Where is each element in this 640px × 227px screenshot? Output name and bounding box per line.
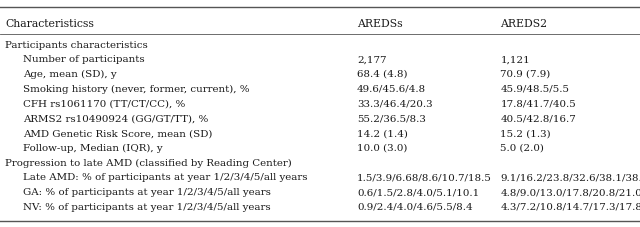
Text: 0.9/2.4/4.0/4.6/5.5/8.4: 0.9/2.4/4.0/4.6/5.5/8.4 (357, 202, 473, 211)
Text: 0.6/1.5/2.8/4.0/5.1/10.1: 0.6/1.5/2.8/4.0/5.1/10.1 (357, 187, 479, 196)
Text: 10.0 (3.0): 10.0 (3.0) (357, 143, 408, 152)
Text: CFH rs1061170 (TT/CT/CC), %: CFH rs1061170 (TT/CT/CC), % (23, 99, 186, 108)
Text: 1,121: 1,121 (500, 55, 530, 64)
Text: 4.8/9.0/13.0/17.8/20.8/21.0: 4.8/9.0/13.0/17.8/20.8/21.0 (500, 187, 640, 196)
Text: 15.2 (1.3): 15.2 (1.3) (500, 128, 551, 138)
Text: 1.5/3.9/6.68/8.6/10.7/18.5: 1.5/3.9/6.68/8.6/10.7/18.5 (357, 173, 492, 182)
Text: Progression to late AMD (classified by Reading Center): Progression to late AMD (classified by R… (5, 158, 292, 167)
Text: 33.3/46.4/20.3: 33.3/46.4/20.3 (357, 99, 433, 108)
Text: 40.5/42.8/16.7: 40.5/42.8/16.7 (500, 114, 576, 123)
Text: Number of participants: Number of participants (23, 55, 145, 64)
Text: 14.2 (1.4): 14.2 (1.4) (357, 128, 408, 138)
Text: 55.2/36.5/8.3: 55.2/36.5/8.3 (357, 114, 426, 123)
Text: Age, mean (SD), y: Age, mean (SD), y (23, 70, 116, 79)
Text: Participants characteristics: Participants characteristics (5, 40, 148, 49)
Text: Late AMD: % of participants at year 1/2/3/4/5/all years: Late AMD: % of participants at year 1/2/… (23, 173, 308, 182)
Text: Smoking history (never, former, current), %: Smoking history (never, former, current)… (23, 84, 250, 94)
Text: Follow-up, Median (IQR), y: Follow-up, Median (IQR), y (23, 143, 163, 152)
Text: 49.6/45.6/4.8: 49.6/45.6/4.8 (357, 84, 426, 93)
Text: NV: % of participants at year 1/2/3/4/5/all years: NV: % of participants at year 1/2/3/4/5/… (23, 202, 271, 211)
Text: 45.9/48.5/5.5: 45.9/48.5/5.5 (500, 84, 570, 93)
Text: 70.9 (7.9): 70.9 (7.9) (500, 70, 551, 79)
Text: 4.3/7.2/10.8/14.7/17.3/17.8: 4.3/7.2/10.8/14.7/17.3/17.8 (500, 202, 640, 211)
Text: GA: % of participants at year 1/2/3/4/5/all years: GA: % of participants at year 1/2/3/4/5/… (23, 187, 271, 196)
Text: ARMS2 rs10490924 (GG/GT/TT), %: ARMS2 rs10490924 (GG/GT/TT), % (23, 114, 209, 123)
Text: AREDSs: AREDSs (357, 19, 403, 29)
Text: 2,177: 2,177 (357, 55, 387, 64)
Text: AREDS2: AREDS2 (500, 19, 548, 29)
Text: 68.4 (4.8): 68.4 (4.8) (357, 70, 408, 79)
Text: 9.1/16.2/23.8/32.6/38.1/38.8: 9.1/16.2/23.8/32.6/38.1/38.8 (500, 173, 640, 182)
Text: Characteristicss: Characteristicss (5, 19, 94, 29)
Text: AMD Genetic Risk Score, mean (SD): AMD Genetic Risk Score, mean (SD) (23, 128, 212, 138)
Text: 5.0 (2.0): 5.0 (2.0) (500, 143, 545, 152)
Text: 17.8/41.7/40.5: 17.8/41.7/40.5 (500, 99, 576, 108)
